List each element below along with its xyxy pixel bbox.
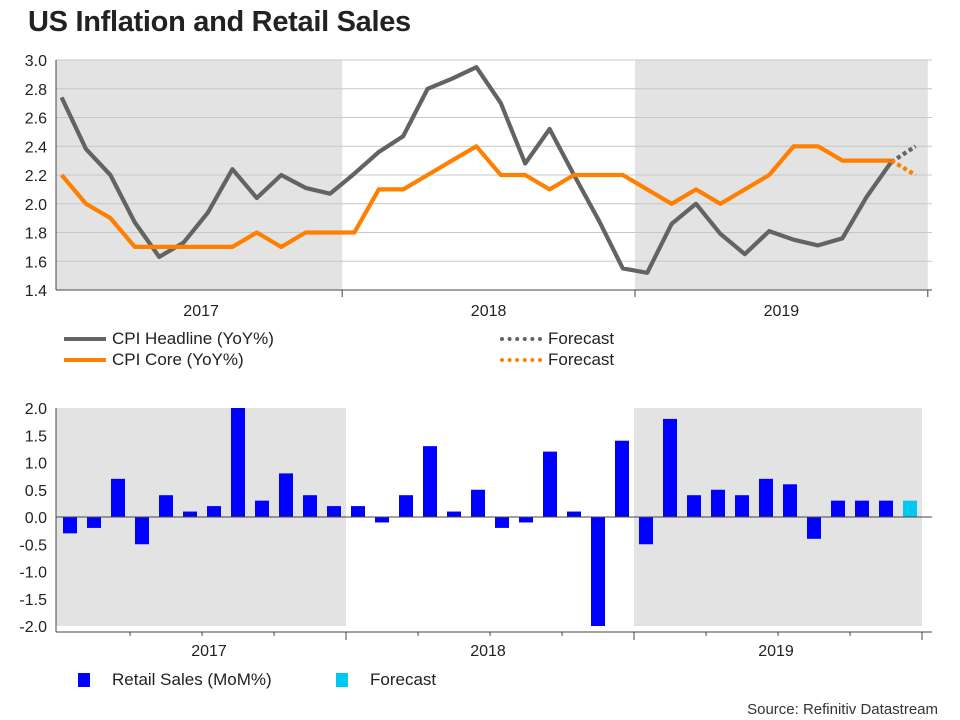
source-note: Source: Refinitiv Datastream — [747, 701, 938, 718]
y-tick-label: 1.0 — [25, 456, 47, 473]
retail-bar — [735, 495, 749, 517]
retail-bar — [615, 440, 629, 517]
y-tick-label: -1.0 — [19, 565, 47, 582]
legend-label-headline-forecast: Forecast — [548, 329, 615, 348]
y-tick-label: 1.5 — [25, 428, 47, 445]
legend-label-retail: Retail Sales (MoM%) — [112, 670, 272, 689]
retail-bar — [207, 506, 221, 517]
series-line-core — [59, 144, 892, 249]
y-tick-label: 0.5 — [25, 483, 47, 500]
retail-bar — [303, 495, 317, 517]
retail-bar — [471, 489, 485, 517]
legend-swatch-retail-forecast — [336, 673, 348, 687]
x-year-label: 2017 — [191, 643, 227, 660]
x-year-label: 2019 — [764, 303, 800, 320]
y-tick-label: 1.4 — [25, 283, 47, 300]
retail-bar — [543, 451, 557, 517]
legend-label-retail-forecast: Forecast — [370, 670, 437, 689]
chart-title: US Inflation and Retail Sales — [28, 6, 411, 38]
retail-bar — [399, 495, 413, 517]
retail-bar — [639, 517, 653, 545]
retail-bar — [135, 517, 149, 545]
legend-label-core: CPI Core (YoY%) — [112, 350, 244, 369]
retail-bar — [375, 517, 389, 523]
legend-swatch-headline — [64, 337, 106, 341]
retail-bar — [63, 517, 77, 534]
legend-item-retail-forecast: Forecast — [336, 670, 436, 690]
retail-bar — [519, 517, 533, 523]
retail-bar — [255, 500, 269, 517]
y-tick-label: -2.0 — [19, 619, 47, 636]
retail-forecast-bar — [903, 500, 917, 517]
retail-bar — [495, 517, 509, 528]
series-line-headline — [59, 65, 893, 275]
retail-bar — [807, 517, 821, 539]
y-tick-label: -0.5 — [19, 537, 47, 554]
x-year-label: 2018 — [471, 303, 507, 320]
y-tick-label: 1.6 — [25, 254, 47, 271]
legend-item-core: CPI Core (YoY%) — [64, 350, 244, 370]
retail-bar — [447, 511, 461, 517]
legend-label-headline: CPI Headline (YoY%) — [112, 329, 274, 348]
y-tick-label: 0.0 — [25, 510, 47, 527]
retail-bar — [111, 478, 125, 517]
x-year-label: 2017 — [183, 303, 219, 320]
retail-bar — [879, 500, 893, 517]
y-tick-label: 1.8 — [25, 226, 47, 243]
legend-item-core-forecast: Forecast — [500, 350, 614, 370]
forecast-line-core — [890, 158, 917, 177]
retail-bar — [327, 506, 341, 517]
retail-bar — [711, 489, 725, 517]
retail-sales-chart: -2.0 -1.5 -1.0 -0.5 0.0 0.5 1.0 1.5 2.0 2017 2018 2… — [19, 401, 932, 660]
legend-swatch-headline-forecast — [500, 337, 542, 341]
forecast-line-headline — [890, 144, 917, 164]
retail-bar — [855, 500, 869, 517]
legend-label-core-forecast: Forecast — [548, 350, 615, 369]
y-tick-label: 2.0 — [25, 197, 47, 214]
retail-bar — [279, 473, 293, 517]
retail-bar — [231, 408, 245, 517]
y-tick-label: -1.5 — [19, 592, 47, 609]
x-year-label: 2019 — [758, 643, 794, 660]
retail-bar — [831, 500, 845, 517]
legend-swatch-core — [64, 358, 106, 362]
retail-bar — [687, 495, 701, 517]
legend-item-headline: CPI Headline (YoY%) — [64, 329, 274, 349]
legend-item-headline-forecast: Forecast — [500, 329, 614, 349]
retail-bar — [663, 418, 677, 517]
x-year-label: 2018 — [470, 643, 506, 660]
retail-bar — [591, 517, 605, 626]
y-tick-label: 2.8 — [25, 82, 47, 99]
cpi-chart: 1.4 1.6 1.8 2.0 2.2 2.4 2.6 2.8 3.0 2017 2018 2019 — [25, 53, 932, 320]
legend-swatch-retail — [78, 673, 90, 687]
legend-item-retail: Retail Sales (MoM%) — [78, 670, 272, 690]
retail-bar — [423, 446, 437, 517]
retail-bar — [351, 506, 365, 517]
legend-swatch-core-forecast — [500, 358, 542, 362]
y-tick-label: 2.6 — [25, 111, 47, 128]
retail-bar — [159, 495, 173, 517]
retail-bar — [783, 484, 797, 517]
y-tick-label: 3.0 — [25, 53, 47, 70]
retail-bar — [183, 511, 197, 517]
retail-bar — [567, 511, 581, 517]
retail-bar — [87, 517, 101, 528]
y-tick-label: 2.2 — [25, 168, 47, 185]
y-tick-label: 2.4 — [25, 139, 47, 156]
retail-bar — [759, 478, 773, 517]
y-tick-label: 2.0 — [25, 401, 47, 418]
